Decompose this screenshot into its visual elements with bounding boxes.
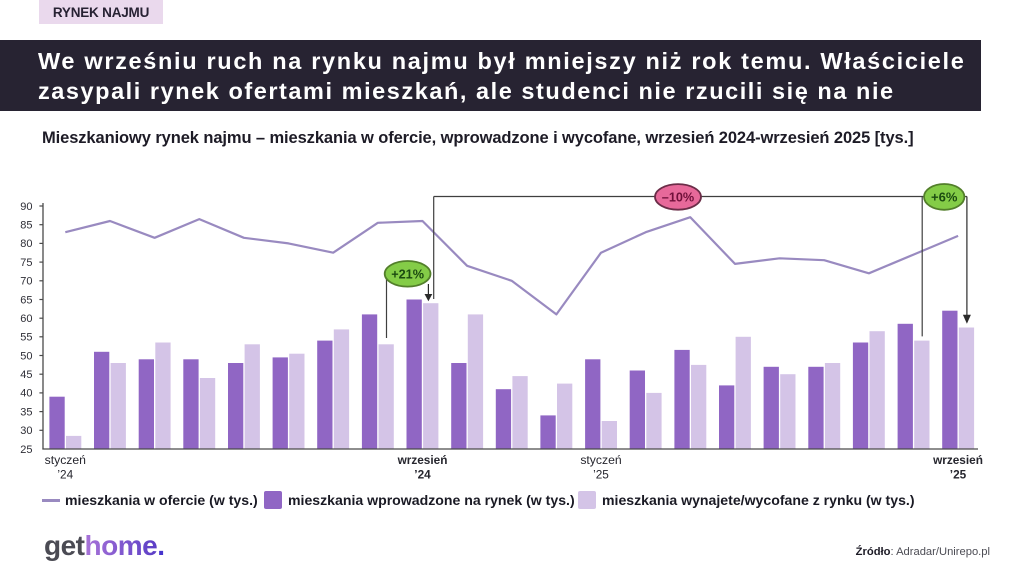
svg-text:+21%: +21% <box>391 267 424 281</box>
svg-text:60: 60 <box>20 313 32 325</box>
svg-text:styczeń: styczeń <box>580 453 622 467</box>
svg-text:35: 35 <box>20 406 32 418</box>
svg-text:wrzesień: wrzesień <box>397 453 448 467</box>
svg-text:45: 45 <box>20 369 32 381</box>
svg-text:wrzesień: wrzesień <box>932 453 983 467</box>
svg-text:30: 30 <box>20 425 32 437</box>
svg-text:70: 70 <box>20 276 32 288</box>
svg-text:85: 85 <box>20 220 32 232</box>
svg-text:+6%: +6% <box>931 190 958 205</box>
svg-text:55: 55 <box>20 332 32 344</box>
svg-text:40: 40 <box>20 388 32 400</box>
svg-text:styczeń: styczeń <box>45 453 87 467</box>
svg-text:’25: ’25 <box>593 467 609 481</box>
svg-text:’24: ’24 <box>57 467 73 481</box>
svg-text:80: 80 <box>20 238 32 250</box>
svg-text:25: 25 <box>20 444 32 456</box>
svg-text:75: 75 <box>20 257 32 269</box>
svg-text:’25: ’25 <box>950 467 967 481</box>
svg-text:90: 90 <box>20 201 32 213</box>
svg-text:’24: ’24 <box>414 467 431 481</box>
svg-text:–10%: –10% <box>662 191 694 205</box>
svg-text:65: 65 <box>20 294 32 306</box>
svg-text:50: 50 <box>20 350 32 362</box>
